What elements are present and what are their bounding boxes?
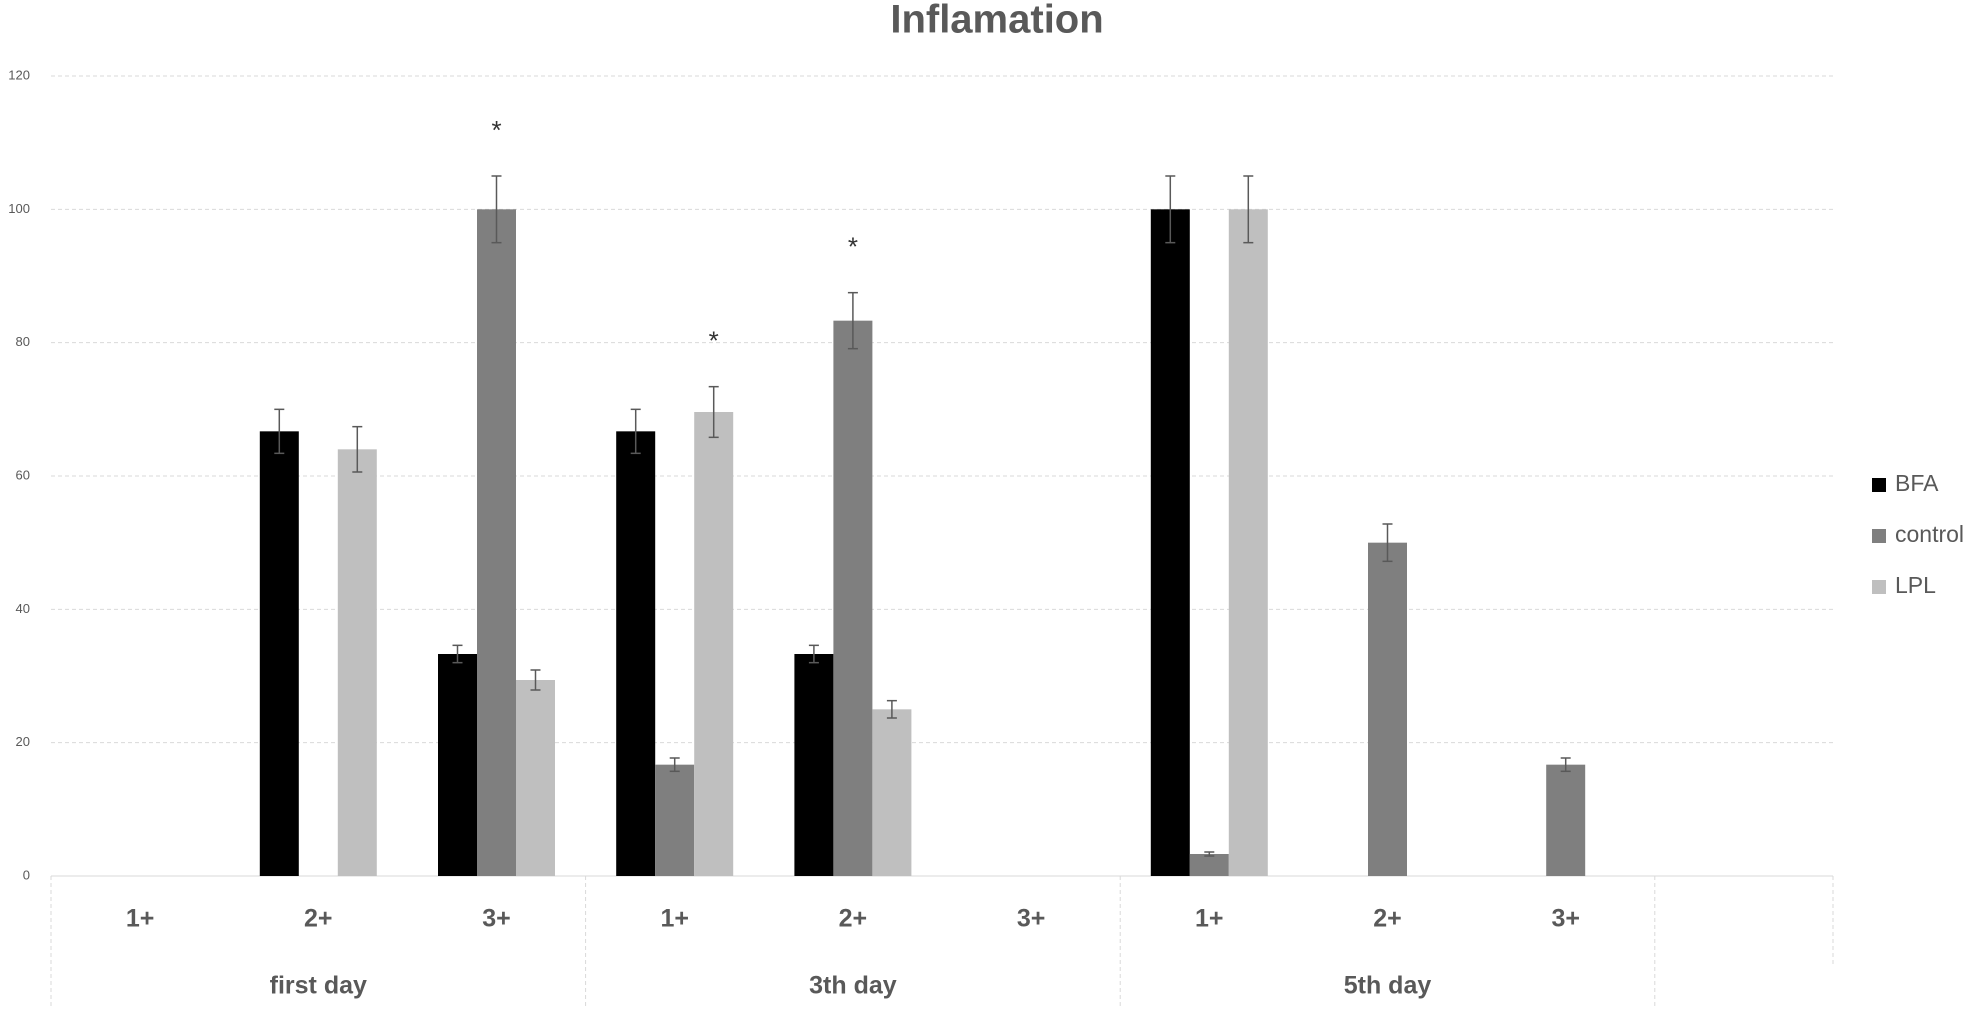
x-tick-label: 2+ (839, 905, 868, 933)
x-tick-label: 3+ (1017, 905, 1046, 933)
group-label: first day (270, 972, 367, 1000)
x-tick-label: 2+ (1373, 905, 1402, 933)
y-tick-label: 20 (16, 734, 30, 749)
legend-swatch (1872, 478, 1886, 492)
x-tick-label: 2+ (304, 905, 333, 933)
x-tick-label: 3+ (482, 905, 511, 933)
legend-label: LPL (1895, 572, 1936, 598)
bar (794, 654, 834, 876)
y-tick-label: 120 (8, 67, 30, 82)
bar (477, 209, 516, 877)
bar (655, 764, 695, 876)
bar (1150, 209, 1190, 877)
x-tick-label: 1+ (126, 905, 155, 933)
y-tick-label: 100 (8, 201, 30, 216)
y-tick-label: 80 (16, 334, 30, 349)
bar (694, 412, 734, 876)
significance-marker: * (709, 326, 719, 356)
bar (616, 431, 656, 876)
bar (872, 709, 912, 876)
x-tick-label: 1+ (1195, 905, 1224, 933)
bar (1189, 854, 1229, 876)
x-tick-label: 1+ (660, 905, 689, 933)
significance-marker: * (848, 232, 858, 262)
bar (1228, 209, 1268, 877)
chart-title: Inflamation (890, 0, 1103, 42)
legend-label: control (1895, 521, 1964, 547)
x-tick-label: 3+ (1551, 905, 1580, 933)
bar (1546, 764, 1586, 876)
group-label: 5th day (1344, 972, 1432, 1000)
bar (516, 680, 555, 876)
bar (833, 320, 873, 877)
bar (1368, 542, 1407, 876)
bar (259, 431, 299, 876)
legend-label: BFA (1895, 470, 1939, 496)
group-label: 3th day (809, 972, 897, 1000)
y-tick-label: 40 (16, 601, 30, 616)
y-tick-label: 60 (16, 467, 30, 482)
bar (438, 654, 477, 876)
bar (337, 449, 377, 876)
y-tick-label: 0 (23, 867, 30, 882)
legend-swatch (1872, 529, 1886, 543)
legend-swatch (1872, 580, 1886, 594)
significance-marker: * (491, 115, 501, 145)
